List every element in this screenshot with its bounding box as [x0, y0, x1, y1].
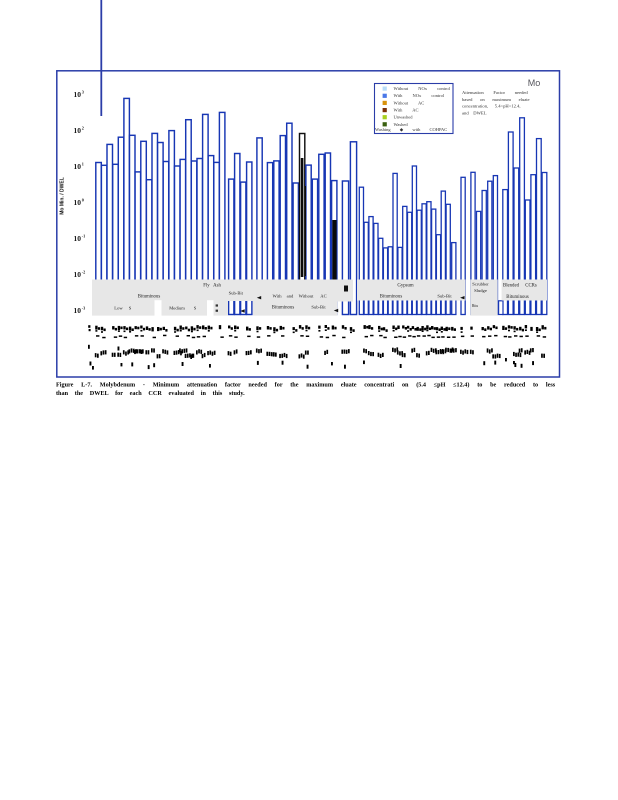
svg-text:With NOx control: With NOx control [394, 93, 445, 98]
svg-text:-3: -3 [82, 306, 86, 311]
svg-text:concentration, 5.4<pH<12.4,: concentration, 5.4<pH<12.4, [462, 104, 521, 110]
svg-text:Bituminous: Bituminous [138, 295, 161, 300]
svg-text:Scrubber: Scrubber [472, 282, 489, 287]
svg-text:Unwashed: Unwashed [394, 115, 414, 120]
svg-text:Sludge: Sludge [474, 288, 487, 293]
svg-text:10: 10 [74, 126, 82, 135]
svg-text:than the DWEL for each CCR eva: than the DWEL for each CCR evaluated in … [56, 390, 245, 397]
svg-text:2: 2 [82, 126, 84, 131]
svg-text:0: 0 [82, 198, 84, 203]
svg-text:Bituminous: Bituminous [380, 295, 403, 300]
svg-text:Medium: Medium [169, 305, 185, 310]
svg-text:Without AC: Without AC [394, 100, 425, 105]
svg-text:AC: AC [320, 294, 326, 299]
svg-text:Washing ◆ with COHPAC: Washing ◆ with COHPAC [375, 127, 447, 132]
svg-text:Without NOx control: Without NOx control [394, 86, 451, 91]
svg-text:CCRs: CCRs [525, 283, 537, 288]
svg-text:Bituminous: Bituminous [272, 306, 295, 311]
svg-text:Figure L-7. Molybdenum - Minim: Figure L-7. Molybdenum - Minimum attenua… [56, 382, 556, 389]
svg-text:Washed: Washed [394, 122, 409, 127]
svg-text:S: S [129, 305, 132, 310]
svg-text:based on maximum eluate: based on maximum eluate [462, 97, 530, 102]
svg-text:Mo: Mo [528, 78, 541, 88]
svg-text:and: and [287, 294, 294, 299]
svg-text:Blended: Blended [503, 283, 520, 288]
svg-text:Bituminous: Bituminous [506, 295, 529, 300]
svg-text:-1: -1 [82, 234, 86, 239]
svg-text:-2: -2 [82, 270, 86, 275]
svg-text:and DWEL: and DWEL [462, 110, 487, 115]
svg-text:Sub-Bit: Sub-Bit [437, 294, 452, 299]
svg-text:With AC: With AC [394, 108, 419, 113]
svg-text:Without: Without [299, 294, 315, 299]
svg-text:Mo Min. / DWEL: Mo Min. / DWEL [60, 177, 66, 215]
svg-text:10: 10 [74, 198, 82, 207]
svg-text:S: S [194, 305, 197, 310]
svg-text:Sub-Bit: Sub-Bit [229, 291, 244, 296]
svg-text:10: 10 [74, 162, 82, 171]
svg-text:Attenuation Factor needed: Attenuation Factor needed [462, 90, 528, 95]
svg-text:10: 10 [74, 270, 82, 279]
svg-text:10: 10 [74, 234, 82, 243]
svg-text:Ash: Ash [213, 283, 221, 288]
svg-text:3: 3 [82, 90, 84, 95]
svg-text:10: 10 [74, 90, 82, 99]
svg-text:Gypsum: Gypsum [397, 283, 414, 288]
svg-text:With: With [272, 294, 282, 299]
svg-text:10: 10 [74, 306, 82, 315]
svg-text:Low: Low [114, 305, 123, 310]
svg-text:1: 1 [82, 162, 84, 167]
svg-text:Fly: Fly [203, 283, 210, 288]
svg-text:Bitu: Bitu [472, 304, 478, 308]
svg-text:Sub-Bit: Sub-Bit [311, 305, 326, 310]
